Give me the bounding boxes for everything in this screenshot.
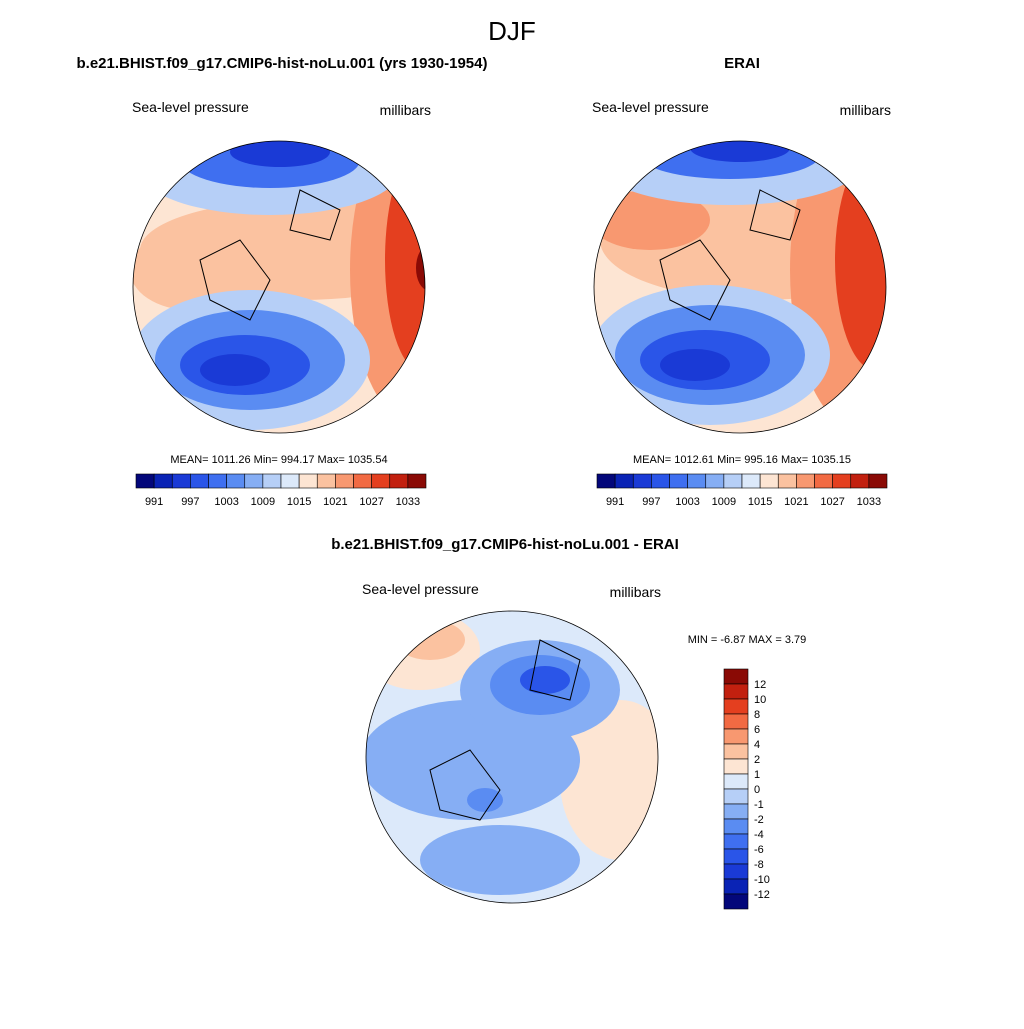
colorbar-label: 12 — [754, 679, 766, 691]
colorbar-box — [723, 803, 749, 820]
colorbar-label: 1009 — [712, 496, 736, 508]
colorbar-label: 1003 — [214, 496, 238, 508]
colorbar-box — [723, 818, 749, 835]
colorbar-box — [723, 773, 749, 790]
variable-label: Sea-level pressure — [362, 581, 479, 597]
panel-title: b.e21.BHIST.f09_g17.CMIP6-hist-noLu.001 … — [331, 536, 679, 553]
colorbar-box — [723, 698, 749, 715]
colorbar-label: -4 — [754, 829, 764, 841]
colorbar-box — [171, 473, 191, 489]
colorbar-box — [777, 473, 797, 489]
colorbar-box — [135, 473, 155, 489]
colorbar: 991 997 1003 1009 1015 1021 1027 1033 — [596, 473, 888, 508]
panel-title: ERAI — [724, 55, 760, 72]
colorbar-label: 10 — [754, 694, 766, 706]
colorbar-box — [723, 473, 743, 489]
colorbar-box — [244, 473, 264, 489]
map — [366, 611, 658, 903]
colorbar-box — [705, 473, 725, 489]
colorbar-box — [741, 473, 761, 489]
colorbar-label: 1027 — [820, 496, 844, 508]
colorbar-box — [723, 728, 749, 745]
colorbar-label: 1015 — [748, 496, 772, 508]
colorbar-box — [723, 713, 749, 730]
colorbar-label: -12 — [754, 889, 770, 901]
colorbar-label: -8 — [754, 859, 764, 871]
colorbar-label: 8 — [754, 709, 760, 721]
colorbar-label: 991 — [145, 496, 163, 508]
colorbar-box — [389, 473, 409, 489]
variable-label: Sea-level pressure — [132, 99, 249, 115]
colorbar-label: 1009 — [251, 496, 275, 508]
colorbar-label: 1 — [754, 769, 760, 781]
figure-title: DJF — [488, 16, 536, 46]
colorbar-box — [723, 848, 749, 865]
colorbar-box — [280, 473, 300, 489]
colorbar-box — [632, 473, 652, 489]
colorbar-box — [407, 473, 427, 489]
colorbar-box — [723, 893, 749, 910]
colorbar-box — [371, 473, 391, 489]
stats: MIN = -6.87 MAX = 3.79 — [688, 634, 807, 646]
colorbar-label: -1 — [754, 799, 764, 811]
colorbar-label: 1021 — [323, 496, 347, 508]
colorbar-label: 997 — [642, 496, 660, 508]
units-label: millibars — [840, 102, 891, 118]
colorbar-box — [687, 473, 707, 489]
colorbar-box — [614, 473, 634, 489]
colorbar-box — [723, 878, 749, 895]
colorbar-box — [298, 473, 318, 489]
units-label: millibars — [380, 102, 431, 118]
colorbar-box — [723, 743, 749, 760]
colorbar-box — [723, 863, 749, 880]
colorbar-box — [190, 473, 209, 489]
panel-title: b.e21.BHIST.f09_g17.CMIP6-hist-noLu.001 … — [77, 55, 488, 72]
stats: MEAN= 1011.26 Min= 994.17 Max= 1035.54 — [170, 454, 387, 466]
colorbar-label: 6 — [754, 724, 760, 736]
colorbar-label: 4 — [754, 739, 760, 751]
colorbar-label: 1027 — [359, 496, 383, 508]
colorbar-label: 991 — [606, 496, 624, 508]
colorbar-label: 997 — [181, 496, 199, 508]
colorbar-label: -10 — [754, 874, 770, 886]
colorbar-box — [335, 473, 354, 489]
map — [133, 141, 425, 433]
colorbar-box — [723, 833, 749, 850]
colorbar-box — [651, 473, 670, 489]
colorbar-label: 0 — [754, 784, 760, 796]
colorbar-box — [669, 473, 688, 489]
units-label: millibars — [610, 584, 661, 600]
colorbar-box — [723, 668, 749, 685]
colorbar-label: -2 — [754, 814, 764, 826]
colorbar-label: 1021 — [784, 496, 808, 508]
colorbar-box — [262, 473, 282, 489]
colorbar-box — [814, 473, 833, 489]
colorbar-box — [759, 473, 779, 489]
colorbar-box — [596, 473, 616, 489]
colorbar-box — [153, 473, 173, 489]
colorbar-box — [226, 473, 246, 489]
colorbar-box — [796, 473, 815, 489]
colorbar-label: 1033 — [857, 496, 881, 508]
stats: MEAN= 1012.61 Min= 995.16 Max= 1035.15 — [633, 454, 851, 466]
colorbar-box — [832, 473, 852, 489]
colorbar-box — [723, 758, 749, 775]
map — [594, 141, 886, 433]
colorbar-label: 1015 — [287, 496, 311, 508]
colorbar-box — [353, 473, 372, 489]
variable-label: Sea-level pressure — [592, 99, 709, 115]
colorbar-label: 2 — [754, 754, 760, 766]
colorbar-box — [723, 788, 749, 805]
colorbar: 991 997 1003 1009 1015 1021 1027 1033 — [135, 473, 427, 508]
colorbar-box — [316, 473, 336, 489]
colorbar-box — [850, 473, 870, 489]
colorbar-box — [868, 473, 888, 489]
colorbar-label: -6 — [754, 844, 764, 856]
colorbar-box — [723, 683, 749, 700]
colorbar-label: 1003 — [675, 496, 699, 508]
colorbar-label: 1033 — [396, 496, 420, 508]
colorbar-box — [208, 473, 227, 489]
